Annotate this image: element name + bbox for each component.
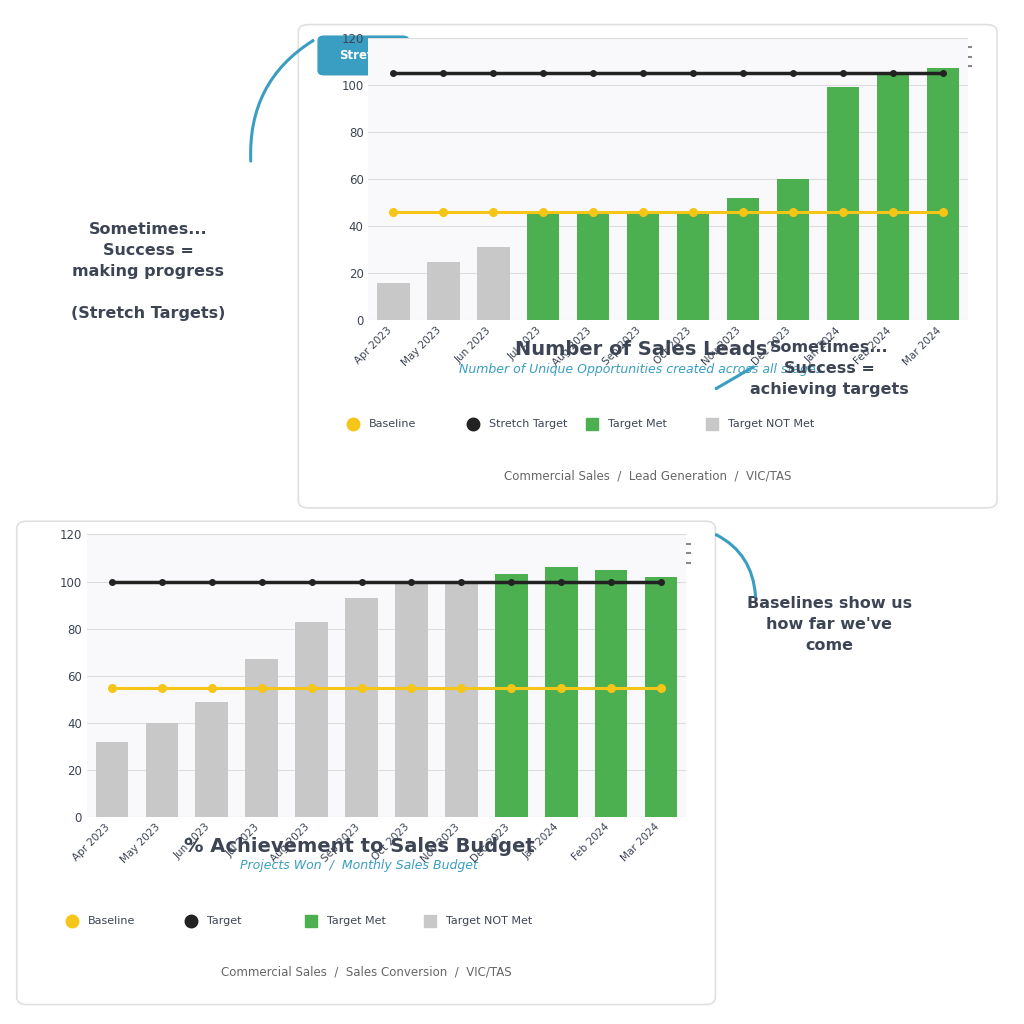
Bar [577,214,609,321]
Text: Projects Won  /  Monthly Sales Budget: Projects Won / Monthly Sales Budget [241,859,478,872]
Text: Target Met: Target Met [327,915,385,926]
Bar [477,248,510,321]
Text: Target: Target [207,915,242,926]
Text: Number of Unique Opportunities created across all stages: Number of Unique Opportunities created a… [460,362,822,376]
Text: Target NOT Met: Target NOT Met [728,419,814,429]
Bar [427,261,460,321]
Bar [246,659,278,817]
Bar [145,723,178,817]
FancyArrowPatch shape [717,535,756,596]
FancyBboxPatch shape [298,25,997,508]
Text: Commercial Sales  /  Sales Conversion  /  VIC/TAS: Commercial Sales / Sales Conversion / VI… [221,966,511,979]
FancyBboxPatch shape [317,36,410,76]
Text: Baseline: Baseline [370,419,417,429]
Bar [527,214,559,321]
Bar [196,701,228,817]
Bar [627,212,659,321]
Bar [545,567,578,817]
FancyArrowPatch shape [716,367,754,388]
Bar [877,73,909,321]
Bar [95,741,128,817]
Text: % Achievement to Sales Budget: % Achievement to Sales Budget [184,837,535,856]
Bar [295,622,328,817]
Bar [345,598,378,817]
Text: Target Met: Target Met [608,419,667,429]
Bar [395,584,428,817]
Bar [677,212,710,321]
Bar [727,198,759,321]
Text: Baselines show us
how far we've
come: Baselines show us how far we've come [746,596,912,653]
Text: Stretch Target: Stretch Target [488,419,567,429]
Bar [826,87,859,321]
Text: Sometimes...
Success =
achieving targets: Sometimes... Success = achieving targets [750,340,909,397]
Bar [496,574,527,817]
FancyArrowPatch shape [251,41,313,161]
Text: Commercial Sales  /  Lead Generation  /  VIC/TAS: Commercial Sales / Lead Generation / VIC… [504,469,792,482]
Text: Stretch: Stretch [339,49,388,61]
Text: Sometimes...
Success =
making progress

(Stretch Targets): Sometimes... Success = making progress (… [72,222,225,321]
Bar [777,179,809,321]
Bar [595,569,628,817]
FancyBboxPatch shape [16,521,716,1005]
Bar [927,69,959,321]
Text: Baseline: Baseline [88,915,135,926]
Text: Target NOT Met: Target NOT Met [446,915,532,926]
Bar [445,584,477,817]
Bar [377,283,410,321]
Bar [645,577,678,817]
Text: Number of Sales Leads: Number of Sales Leads [515,340,767,359]
